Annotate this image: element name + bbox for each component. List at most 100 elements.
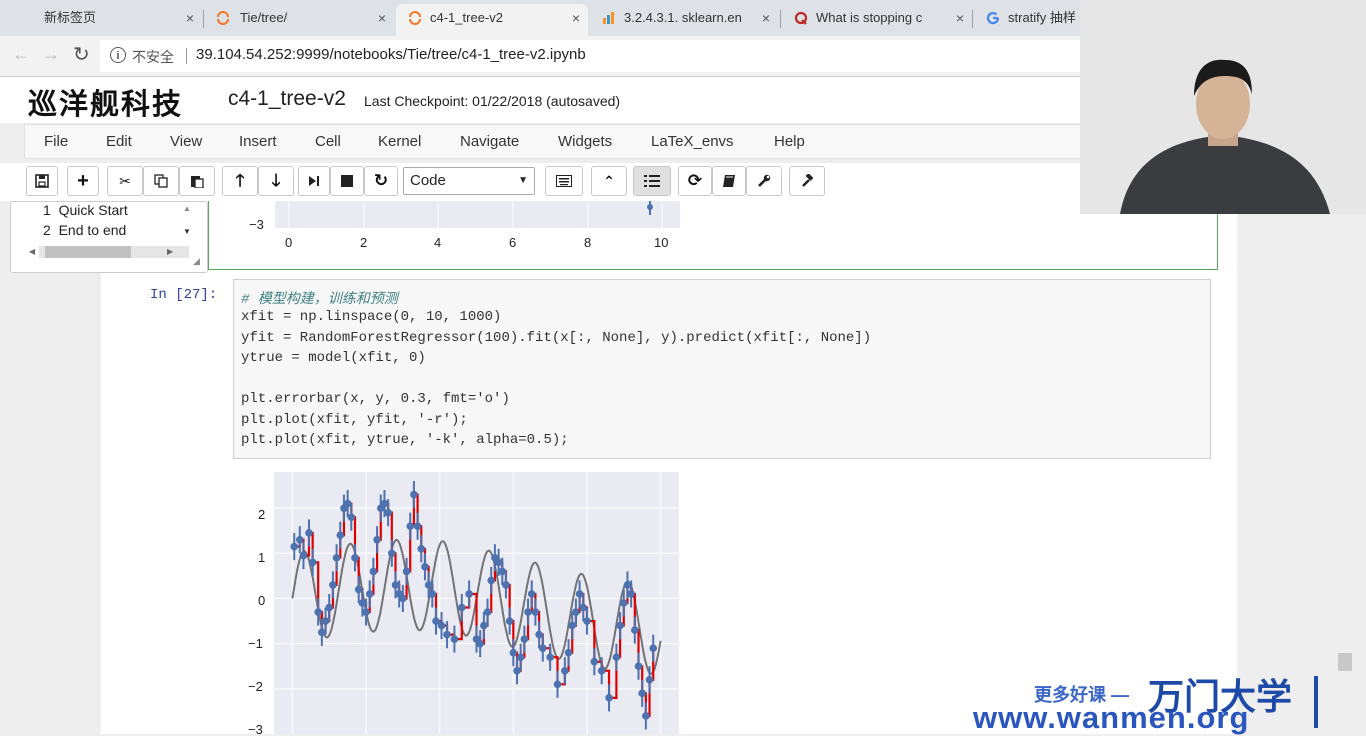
browser-tab[interactable]: What is stopping c × — [782, 4, 972, 36]
tab-separator — [203, 10, 204, 28]
input-prompt: In [27]: — [150, 287, 218, 303]
y-tick-label: 2 — [258, 507, 265, 522]
data-point — [443, 630, 451, 639]
data-point — [332, 554, 341, 562]
run-button[interactable] — [298, 166, 330, 196]
data-point — [616, 621, 624, 630]
menu-latex-envs[interactable]: LaTeX_envs — [651, 133, 734, 150]
url-text[interactable]: 39.104.54.252:9999/notebooks/Tie/tree/c4… — [196, 46, 586, 63]
scroll-left-icon[interactable]: ◀ — [29, 247, 36, 256]
restart-icon: ↻ — [373, 171, 389, 190]
page-scroll-thumb[interactable] — [1338, 653, 1352, 671]
toc-item-end-to-end[interactable]: 2 End to end — [43, 222, 126, 238]
restart-button[interactable]: ↻ — [364, 166, 398, 196]
scroll-up-icon[interactable]: ▲ — [183, 204, 191, 213]
paste-button[interactable] — [179, 166, 215, 196]
data-point — [483, 608, 492, 616]
build-button[interactable] — [789, 166, 825, 196]
browser-tab[interactable]: 3.2.4.3.1. sklearn.en × — [590, 4, 778, 36]
data-point — [437, 621, 446, 630]
brand-logo[interactable]: 巡洋舰科技 — [28, 87, 184, 121]
menu-file[interactable]: File — [44, 133, 69, 150]
data-point — [647, 204, 653, 210]
tab-title: 新标签页 — [44, 10, 97, 25]
scroll-thumb[interactable] — [45, 246, 131, 258]
data-point — [295, 535, 304, 544]
arrow-down-icon: 🡓 — [271, 171, 281, 190]
menu-kernel[interactable]: Kernel — [378, 133, 422, 150]
info-icon[interactable]: i — [110, 47, 126, 63]
data-point — [597, 666, 606, 675]
close-tab-icon[interactable]: × — [571, 10, 580, 26]
move-down-button[interactable]: 🡓 — [258, 166, 294, 196]
tab-title: stratify 抽样 — [1008, 10, 1076, 25]
chevron-up-icon: ⌃ — [603, 173, 615, 189]
scroll-down-icon[interactable]: ▼ — [183, 227, 191, 236]
security-label[interactable]: 不安全 — [132, 49, 174, 65]
insert-cell-button[interactable]: + — [67, 166, 99, 196]
tab-separator — [780, 10, 781, 28]
save-button[interactable] — [26, 166, 58, 196]
data-point — [325, 603, 334, 612]
command-palette-button[interactable] — [545, 166, 583, 196]
browser-tab[interactable]: stratify 抽样 — [974, 4, 1080, 36]
close-tab-icon[interactable]: × — [955, 10, 964, 26]
reload-icon[interactable]: ↻ — [73, 44, 90, 66]
menu-cell[interactable]: Cell — [315, 133, 341, 150]
scroll-right-icon[interactable]: ▶ — [167, 247, 174, 256]
toc-number: 1 — [43, 202, 51, 218]
data-point — [561, 666, 569, 675]
collapse-button[interactable]: ⌃ — [591, 166, 627, 196]
data-point — [535, 630, 543, 639]
move-up-button[interactable]: 🡑 — [222, 166, 258, 196]
forward-arrow-icon[interactable]: → — [42, 44, 60, 64]
close-tab-icon[interactable]: × — [185, 10, 194, 26]
toc-toggle-button[interactable] — [633, 166, 671, 196]
data-point — [299, 551, 308, 560]
data-point — [590, 657, 599, 666]
cell-type-select[interactable]: Code ▼ — [403, 167, 535, 195]
code-line: ytrue = model(xfit, 0) — [241, 350, 426, 366]
back-arrow-icon[interactable]: ← — [12, 44, 30, 64]
settings-button[interactable] — [746, 166, 782, 196]
menu-widgets[interactable]: Widgets — [558, 133, 613, 150]
menu-insert[interactable]: Insert — [239, 133, 277, 150]
browser-tab-active[interactable]: c4-1_tree-v2 × — [396, 4, 588, 36]
refresh-button[interactable]: ⟳ — [678, 166, 712, 196]
interrupt-button[interactable] — [330, 166, 364, 196]
sklearn-icon — [603, 12, 614, 24]
code-line: plt.plot(xfit, yfit, '-r'); — [241, 412, 468, 428]
cut-button[interactable]: ✂ — [107, 166, 143, 196]
data-point — [649, 644, 658, 652]
y-tick-label: 0 — [258, 593, 265, 608]
copy-button[interactable] — [143, 166, 179, 196]
y-tick-label: 1 — [258, 550, 265, 565]
data-point — [428, 590, 437, 598]
data-point — [634, 662, 643, 671]
code-cell-editor[interactable]: # 模型构建，训练和预测 xfit = np.linspace(0, 10, 1… — [233, 279, 1211, 459]
data-point — [480, 621, 488, 630]
browser-tab[interactable]: Tie/tree/ × — [204, 4, 394, 36]
book-button[interactable] — [712, 166, 746, 196]
menu-navigate[interactable]: Navigate — [460, 133, 520, 150]
data-point — [329, 581, 337, 589]
quora-icon — [794, 11, 808, 25]
data-point — [619, 599, 628, 607]
browser-tab[interactable]: 新标签页 × — [10, 4, 202, 36]
data-point — [527, 590, 536, 598]
close-tab-icon[interactable]: × — [377, 10, 386, 26]
menu-help[interactable]: Help — [774, 133, 805, 150]
x-tick-label: 8 — [584, 235, 591, 250]
toc-horizontal-scrollbar[interactable] — [39, 246, 189, 258]
data-point — [347, 513, 356, 521]
toc-item-quick-start[interactable]: 1 Quick Start — [43, 202, 128, 218]
notebook-name[interactable]: c4-1_tree-v2 — [228, 87, 346, 110]
menu-view[interactable]: View — [170, 133, 203, 150]
close-tab-icon[interactable]: × — [761, 10, 770, 26]
tab-title: What is stopping c — [816, 10, 923, 25]
toc-number: 2 — [43, 222, 51, 238]
menu-edit[interactable]: Edit — [106, 133, 132, 150]
data-point — [516, 653, 525, 662]
resize-grip-icon[interactable]: ◢ — [193, 256, 200, 266]
previous-cell-selected[interactable]: −3 0 2 4 6 8 10 — [208, 201, 1218, 270]
